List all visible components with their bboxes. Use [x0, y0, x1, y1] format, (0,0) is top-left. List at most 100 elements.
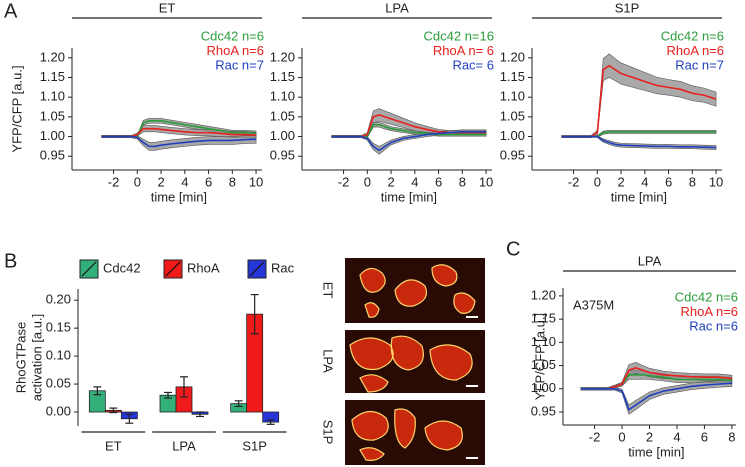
x-tick-label: 4	[641, 174, 648, 189]
legend-label: Cdc42	[103, 260, 141, 275]
x-tick-label: LPA	[172, 438, 196, 453]
legend-swatch-stroke	[249, 261, 265, 277]
legend-label: Rac n=7	[215, 57, 264, 72]
legend-label: Rac= 6	[452, 57, 494, 72]
legend-label: Cdc42 n=16	[424, 28, 494, 43]
chart-title: S1P	[615, 0, 640, 15]
x-tick-label: 0	[134, 174, 141, 189]
y-tick-label: 1.05	[270, 108, 295, 123]
y-tick-label: 0.00	[46, 403, 71, 418]
y-tick-label: 0.20	[46, 292, 71, 307]
x-tick-label: -2	[568, 174, 580, 189]
line	[561, 135, 717, 149]
y-tick-label: 1.05	[500, 108, 525, 123]
y-tick-label: 1.20	[40, 49, 65, 64]
panel-label: A	[4, 0, 18, 22]
legend-label: RhoA n= 6	[433, 43, 494, 58]
x-tick-label: S1P	[242, 438, 267, 453]
legend-label: RhoA n=6	[681, 304, 738, 319]
legend-label: Cdc42 n=6	[661, 28, 724, 43]
y-tick-label: 0.95	[500, 148, 525, 163]
x-tick-label: 0	[618, 429, 625, 444]
y-tick-label: 0.95	[40, 148, 65, 163]
y-tick-label: 0.95	[531, 403, 556, 418]
x-axis-label: time [min]	[151, 189, 207, 204]
x-tick-label: 4	[673, 429, 680, 444]
y-tick-label: 1.10	[40, 89, 65, 104]
y-axis-label: RhoGTPase	[13, 322, 28, 394]
x-tick-label: 10	[249, 174, 263, 189]
x-tick-label: 8	[229, 174, 236, 189]
x-tick-label: 2	[646, 429, 653, 444]
x-tick-label: 2	[157, 174, 164, 189]
x-tick-label: 8	[459, 174, 466, 189]
legend-swatch-stroke	[81, 261, 97, 277]
x-tick-label: ET	[105, 438, 122, 453]
y-tick-label: 0.10	[46, 348, 71, 363]
y-tick-label: 1.05	[531, 357, 556, 372]
y-tick-label: 1.00	[40, 128, 65, 143]
chart-title: LPA	[638, 253, 662, 268]
panel-label: C	[506, 238, 520, 260]
x-tick-label: 4	[181, 174, 188, 189]
legend-label: RhoA n=6	[207, 43, 264, 58]
legend-label: Rac n=6	[689, 318, 738, 333]
y-tick-label: 0.05	[46, 375, 71, 390]
legend-label: Cdc42 n=6	[675, 289, 738, 304]
y-tick-label: 1.20	[531, 287, 556, 302]
y-axis-label: YFP/CFP [a.u.]	[9, 65, 24, 152]
x-tick-label: -2	[338, 174, 350, 189]
chart-title: LPA	[385, 0, 409, 15]
legend-label: RhoA n=6	[667, 43, 724, 58]
y-tick-label: 1.15	[40, 69, 65, 84]
y-tick-label: 1.05	[40, 108, 65, 123]
y-tick-label: 1.20	[270, 49, 295, 64]
x-tick-label: 6	[435, 174, 442, 189]
x-tick-label: 6	[701, 429, 708, 444]
y-tick-label: 1.20	[500, 49, 525, 64]
y-tick-label: 0.15	[46, 320, 71, 335]
x-tick-label: -2	[108, 174, 120, 189]
x-tick-label: 4	[411, 174, 418, 189]
micrograph	[345, 258, 485, 465]
x-axis-label: time [min]	[381, 189, 437, 204]
micrograph-label: ET	[321, 282, 336, 299]
y-tick-label: 1.10	[531, 334, 556, 349]
legend-label: Rac	[271, 260, 295, 275]
legend-label: RhoA	[187, 260, 220, 275]
chart-title: ET	[159, 0, 176, 15]
x-axis-label: time [min]	[611, 189, 667, 204]
y-tick-label: 1.00	[500, 128, 525, 143]
x-tick-label: -2	[589, 429, 601, 444]
y-tick-label: 1.15	[531, 311, 556, 326]
x-tick-label: 8	[728, 429, 735, 444]
x-tick-label: 8	[689, 174, 696, 189]
x-tick-label: 6	[205, 174, 212, 189]
legend-label: Rac n=7	[675, 57, 724, 72]
micrograph-label: LPA	[321, 349, 336, 373]
x-tick-label: 2	[617, 174, 624, 189]
y-tick-label: 1.10	[270, 89, 295, 104]
y-axis-label: activation [a.u.]	[29, 314, 44, 401]
y-tick-label: 1.10	[500, 89, 525, 104]
x-tick-label: 2	[387, 174, 394, 189]
y-tick-label: 0.95	[270, 148, 295, 163]
x-tick-label: 6	[665, 174, 672, 189]
line	[101, 135, 257, 148]
x-axis-label: time [min]	[628, 444, 684, 459]
line	[331, 131, 487, 152]
micrograph-label: S1P	[321, 420, 336, 445]
y-tick-label: 1.15	[500, 69, 525, 84]
x-tick-label: 10	[709, 174, 723, 189]
line	[580, 382, 732, 411]
annotation: A375M	[573, 297, 614, 312]
y-tick-label: 1.15	[270, 69, 295, 84]
x-tick-label: 0	[364, 174, 371, 189]
panel-label: B	[4, 250, 17, 272]
legend-label: Cdc42 n=6	[201, 28, 264, 43]
y-tick-label: 1.00	[531, 380, 556, 395]
x-tick-label: 10	[479, 174, 493, 189]
x-tick-label: 0	[594, 174, 601, 189]
legend-swatch-stroke	[165, 261, 181, 277]
